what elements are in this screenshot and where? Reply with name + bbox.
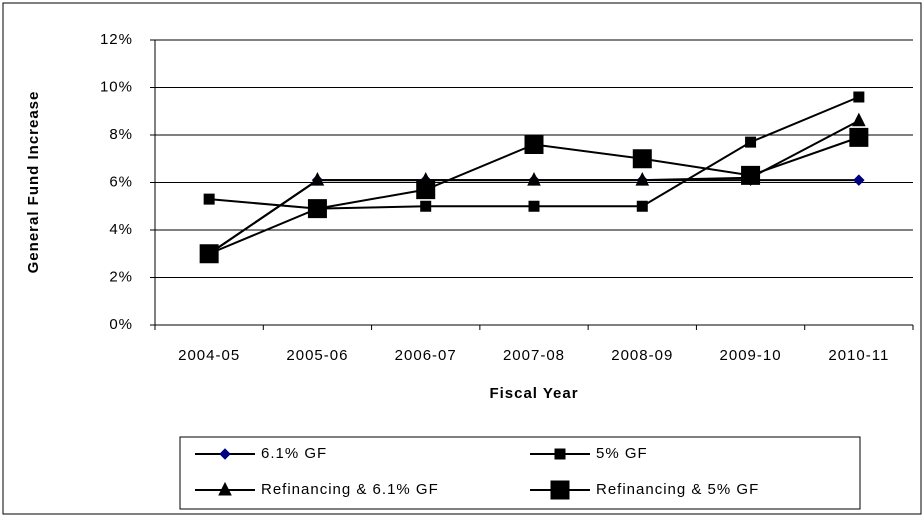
marker-square: [636, 200, 648, 212]
legend-label: 6.1% GF: [261, 445, 327, 462]
marker-big-square: [199, 244, 219, 264]
legend-marker: [219, 448, 231, 460]
legend-marker: [554, 448, 566, 460]
marker-triangle: [852, 112, 866, 127]
y-tick-label: 8%: [109, 126, 133, 143]
y-tick-label: 6%: [109, 173, 133, 190]
y-axis-title: General Fund Increase: [25, 91, 42, 274]
marker-square: [745, 136, 757, 148]
legend-label: Refinancing & 6.1% GF: [261, 481, 439, 498]
legend-box: [179, 436, 861, 510]
marker-big-square: [524, 135, 544, 154]
x-tick-label: 2005-06: [286, 347, 348, 364]
y-tick-label: 0%: [109, 316, 133, 333]
y-tick-label: 12%: [100, 31, 133, 48]
x-tick-label: 2004-05: [178, 347, 240, 364]
marker-triangle: [310, 172, 325, 186]
legend-marker: [218, 481, 232, 496]
x-tick-label: 2009-10: [720, 347, 782, 364]
y-tick-label: 2%: [109, 268, 133, 285]
legend-label: Refinancing & 5% GF: [596, 481, 759, 498]
x-axis-title: Fiscal Year: [489, 385, 578, 402]
marker-diamond: [853, 174, 865, 186]
marker-square: [203, 193, 215, 205]
marker-square: [528, 200, 540, 212]
marker-triangle: [635, 172, 650, 186]
x-tick-label: 2006-07: [395, 347, 457, 364]
marker-big-square: [307, 199, 327, 219]
y-tick-label: 10%: [100, 78, 133, 95]
marker-square: [853, 91, 865, 103]
marker-big-square: [741, 165, 761, 185]
marker-triangle: [527, 172, 541, 186]
marker-big-square: [632, 149, 652, 169]
legend-marker: [550, 480, 570, 500]
x-tick-label: 2007-08: [503, 347, 565, 364]
marker-big-square: [416, 180, 436, 200]
x-tick-label: 2010-11: [828, 347, 889, 364]
x-tick-label: 2008-09: [611, 347, 673, 364]
legend-label: 5% GF: [596, 445, 648, 462]
y-tick-label: 4%: [109, 221, 133, 238]
marker-square: [420, 200, 432, 212]
marker-big-square: [849, 127, 869, 147]
